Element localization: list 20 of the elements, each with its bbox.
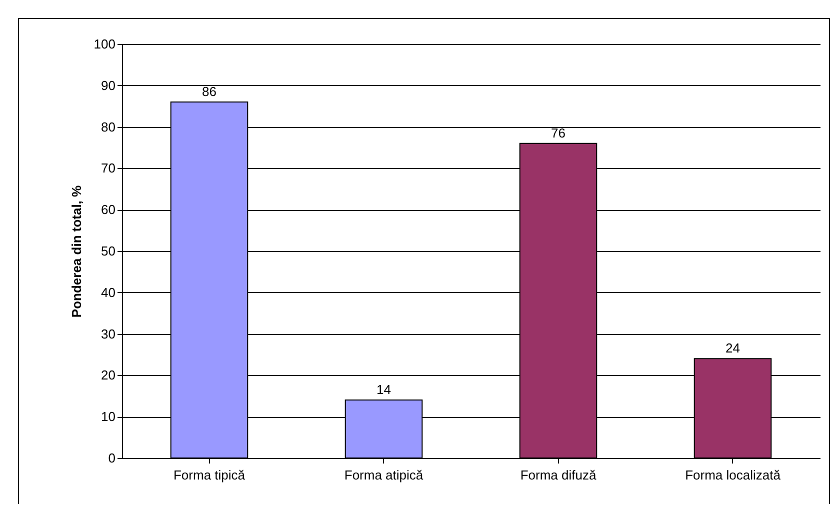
y-tick-label: 60 <box>101 202 116 218</box>
y-tick-label: 90 <box>101 78 116 93</box>
y-tick-label: 80 <box>101 119 116 134</box>
y-tick-label: 100 <box>94 36 116 52</box>
y-tick-label: 20 <box>101 368 116 383</box>
data-label: 86 <box>202 84 216 99</box>
x-tick-label: Forma localizată <box>685 468 782 482</box>
x-tick-label: Forma tipică <box>173 468 246 482</box>
y-tick-label: 50 <box>101 244 116 258</box>
y-tick-label: 70 <box>101 160 116 176</box>
y-tick-label: 0 <box>108 450 116 466</box>
x-tick-label: Forma atipică <box>344 468 424 482</box>
data-label: 24 <box>726 340 740 356</box>
y-tick-label: 30 <box>101 326 116 342</box>
data-label: 76 <box>551 125 566 140</box>
x-tick-label: Forma difuză <box>520 468 597 482</box>
y-axis-title: Ponderea din total, % <box>68 184 84 318</box>
y-tick-label: 10 <box>101 409 116 424</box>
data-label: 14 <box>376 382 391 398</box>
y-tick-label: 40 <box>101 284 116 300</box>
